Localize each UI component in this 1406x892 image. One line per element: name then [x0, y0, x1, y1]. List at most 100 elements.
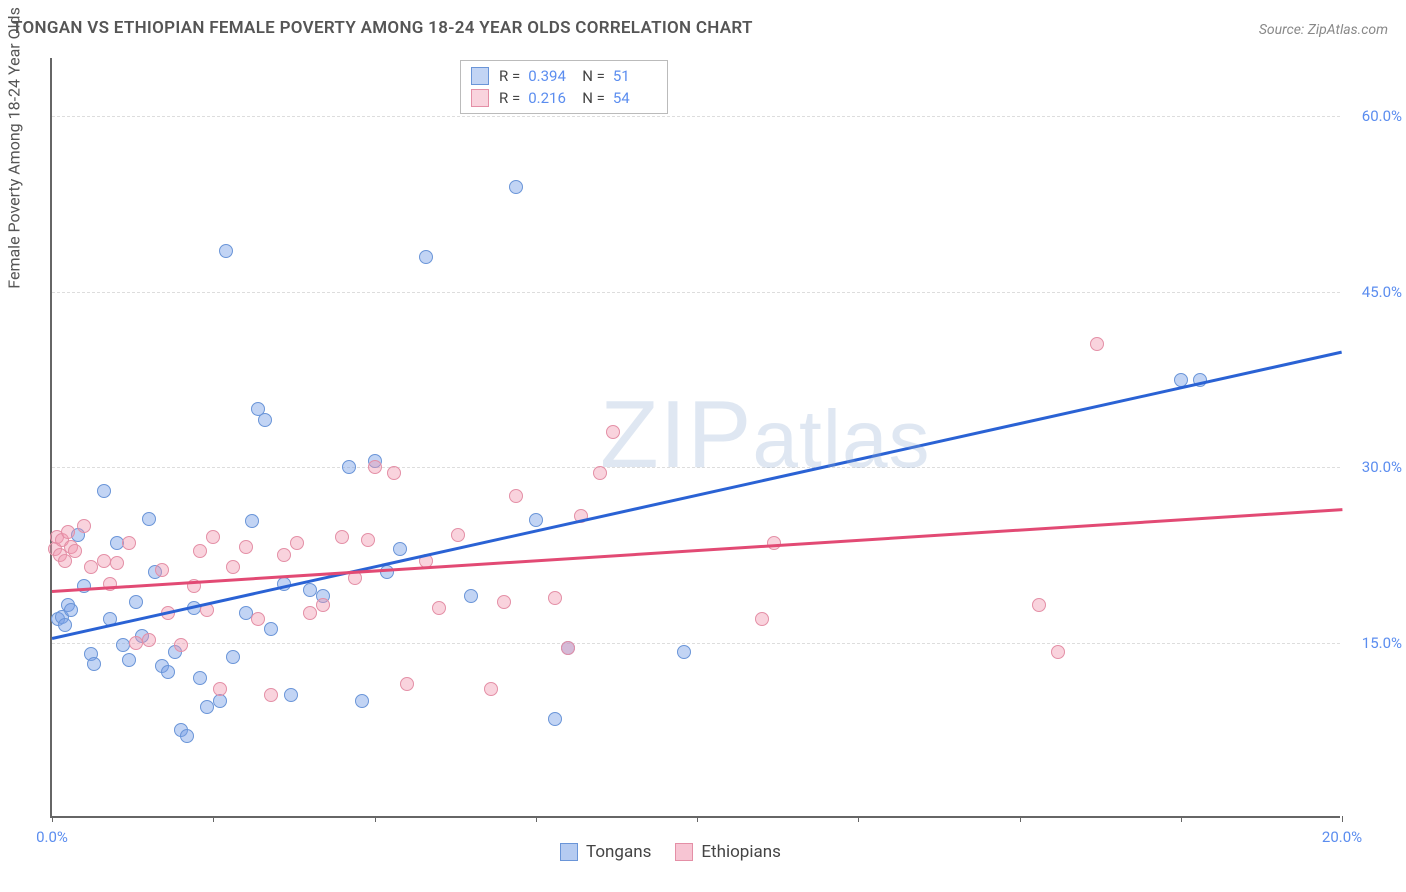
y-tick-label: 15.0% — [1347, 634, 1402, 652]
data-point — [548, 712, 562, 726]
x-tick — [1020, 816, 1021, 822]
data-point — [239, 606, 253, 620]
gridline — [52, 643, 1340, 644]
data-point — [258, 413, 272, 427]
data-point — [77, 519, 91, 533]
data-point — [277, 548, 291, 562]
data-point — [284, 688, 298, 702]
x-tick — [1342, 816, 1343, 822]
data-point — [606, 425, 620, 439]
data-point — [68, 544, 82, 558]
data-point — [142, 512, 156, 526]
series-legend: Tongans Ethiopians — [560, 842, 781, 862]
r-value: 0.394 — [528, 67, 572, 85]
data-point — [110, 536, 124, 550]
data-point — [84, 560, 98, 574]
data-point — [129, 636, 143, 650]
data-point — [548, 591, 562, 605]
y-tick-label: 45.0% — [1347, 283, 1402, 301]
n-value: 54 — [613, 89, 657, 107]
data-point — [290, 536, 304, 550]
data-point — [303, 583, 317, 597]
data-point — [303, 606, 317, 620]
legend-swatch — [560, 843, 578, 861]
data-point — [206, 530, 220, 544]
source-attribution: Source: ZipAtlas.com — [1259, 22, 1388, 38]
data-point — [213, 682, 227, 696]
legend-correlation-row: R = 0.394 N = 51 — [471, 65, 657, 87]
x-tick — [1181, 816, 1182, 822]
gridline — [52, 116, 1340, 117]
data-point — [161, 665, 175, 679]
x-tick — [52, 816, 53, 822]
data-point — [432, 601, 446, 615]
x-tick-label: 0.0% — [36, 828, 68, 846]
data-point — [355, 694, 369, 708]
data-point — [226, 650, 240, 664]
data-point — [239, 540, 253, 554]
r-label: R = — [499, 67, 520, 85]
chart-title: TONGAN VS ETHIOPIAN FEMALE POVERTY AMONG… — [12, 18, 753, 38]
data-point — [264, 688, 278, 702]
data-point — [593, 466, 607, 480]
n-label: N = — [582, 67, 605, 85]
data-point — [400, 677, 414, 691]
data-point — [497, 595, 511, 609]
trend-line — [52, 350, 1343, 639]
data-point — [484, 682, 498, 696]
data-point — [58, 618, 72, 632]
legend-correlation-row: R =0.216N =54 — [471, 87, 657, 109]
y-tick-label: 30.0% — [1347, 458, 1402, 476]
data-point — [251, 612, 265, 626]
gridline — [52, 292, 1340, 293]
data-point — [264, 622, 278, 636]
x-tick — [858, 816, 859, 822]
data-point — [387, 466, 401, 480]
n-value: 51 — [613, 67, 657, 85]
data-point — [142, 633, 156, 647]
data-point — [316, 598, 330, 612]
data-point — [97, 554, 111, 568]
data-point — [219, 244, 233, 258]
data-point — [180, 729, 194, 743]
x-tick-label: 20.0% — [1322, 828, 1362, 846]
data-point — [677, 645, 691, 659]
data-point — [1032, 598, 1046, 612]
data-point — [1090, 337, 1104, 351]
data-point — [393, 542, 407, 556]
legend-series-label: Tongans — [586, 842, 651, 862]
x-tick — [375, 816, 376, 822]
legend-swatch — [675, 843, 693, 861]
data-point — [755, 612, 769, 626]
legend-swatch — [471, 67, 489, 85]
x-tick — [697, 816, 698, 822]
data-point — [200, 700, 214, 714]
legend-swatch — [471, 89, 489, 107]
data-point — [193, 544, 207, 558]
x-tick — [536, 816, 537, 822]
data-point — [122, 653, 136, 667]
data-point — [1051, 645, 1065, 659]
n-label: N = — [582, 89, 605, 107]
data-point — [174, 638, 188, 652]
data-point — [64, 603, 78, 617]
data-point — [226, 560, 240, 574]
data-point — [129, 595, 143, 609]
scatter-plot-area: 15.0%30.0%45.0%60.0%0.0%20.0% — [50, 58, 1340, 818]
data-point — [155, 563, 169, 577]
data-point — [361, 533, 375, 547]
data-point — [509, 489, 523, 503]
legend-series-label: Ethiopians — [701, 842, 781, 862]
data-point — [451, 528, 465, 542]
y-tick-label: 60.0% — [1347, 107, 1402, 125]
data-point — [122, 536, 136, 550]
x-tick — [213, 816, 214, 822]
legend-series-item: Tongans — [560, 842, 651, 862]
y-axis-label: Female Poverty Among 18-24 Year Olds — [5, 7, 24, 289]
data-point — [97, 484, 111, 498]
data-point — [87, 657, 101, 671]
data-point — [561, 641, 575, 655]
data-point — [464, 589, 478, 603]
data-point — [368, 460, 382, 474]
data-point — [419, 250, 433, 264]
